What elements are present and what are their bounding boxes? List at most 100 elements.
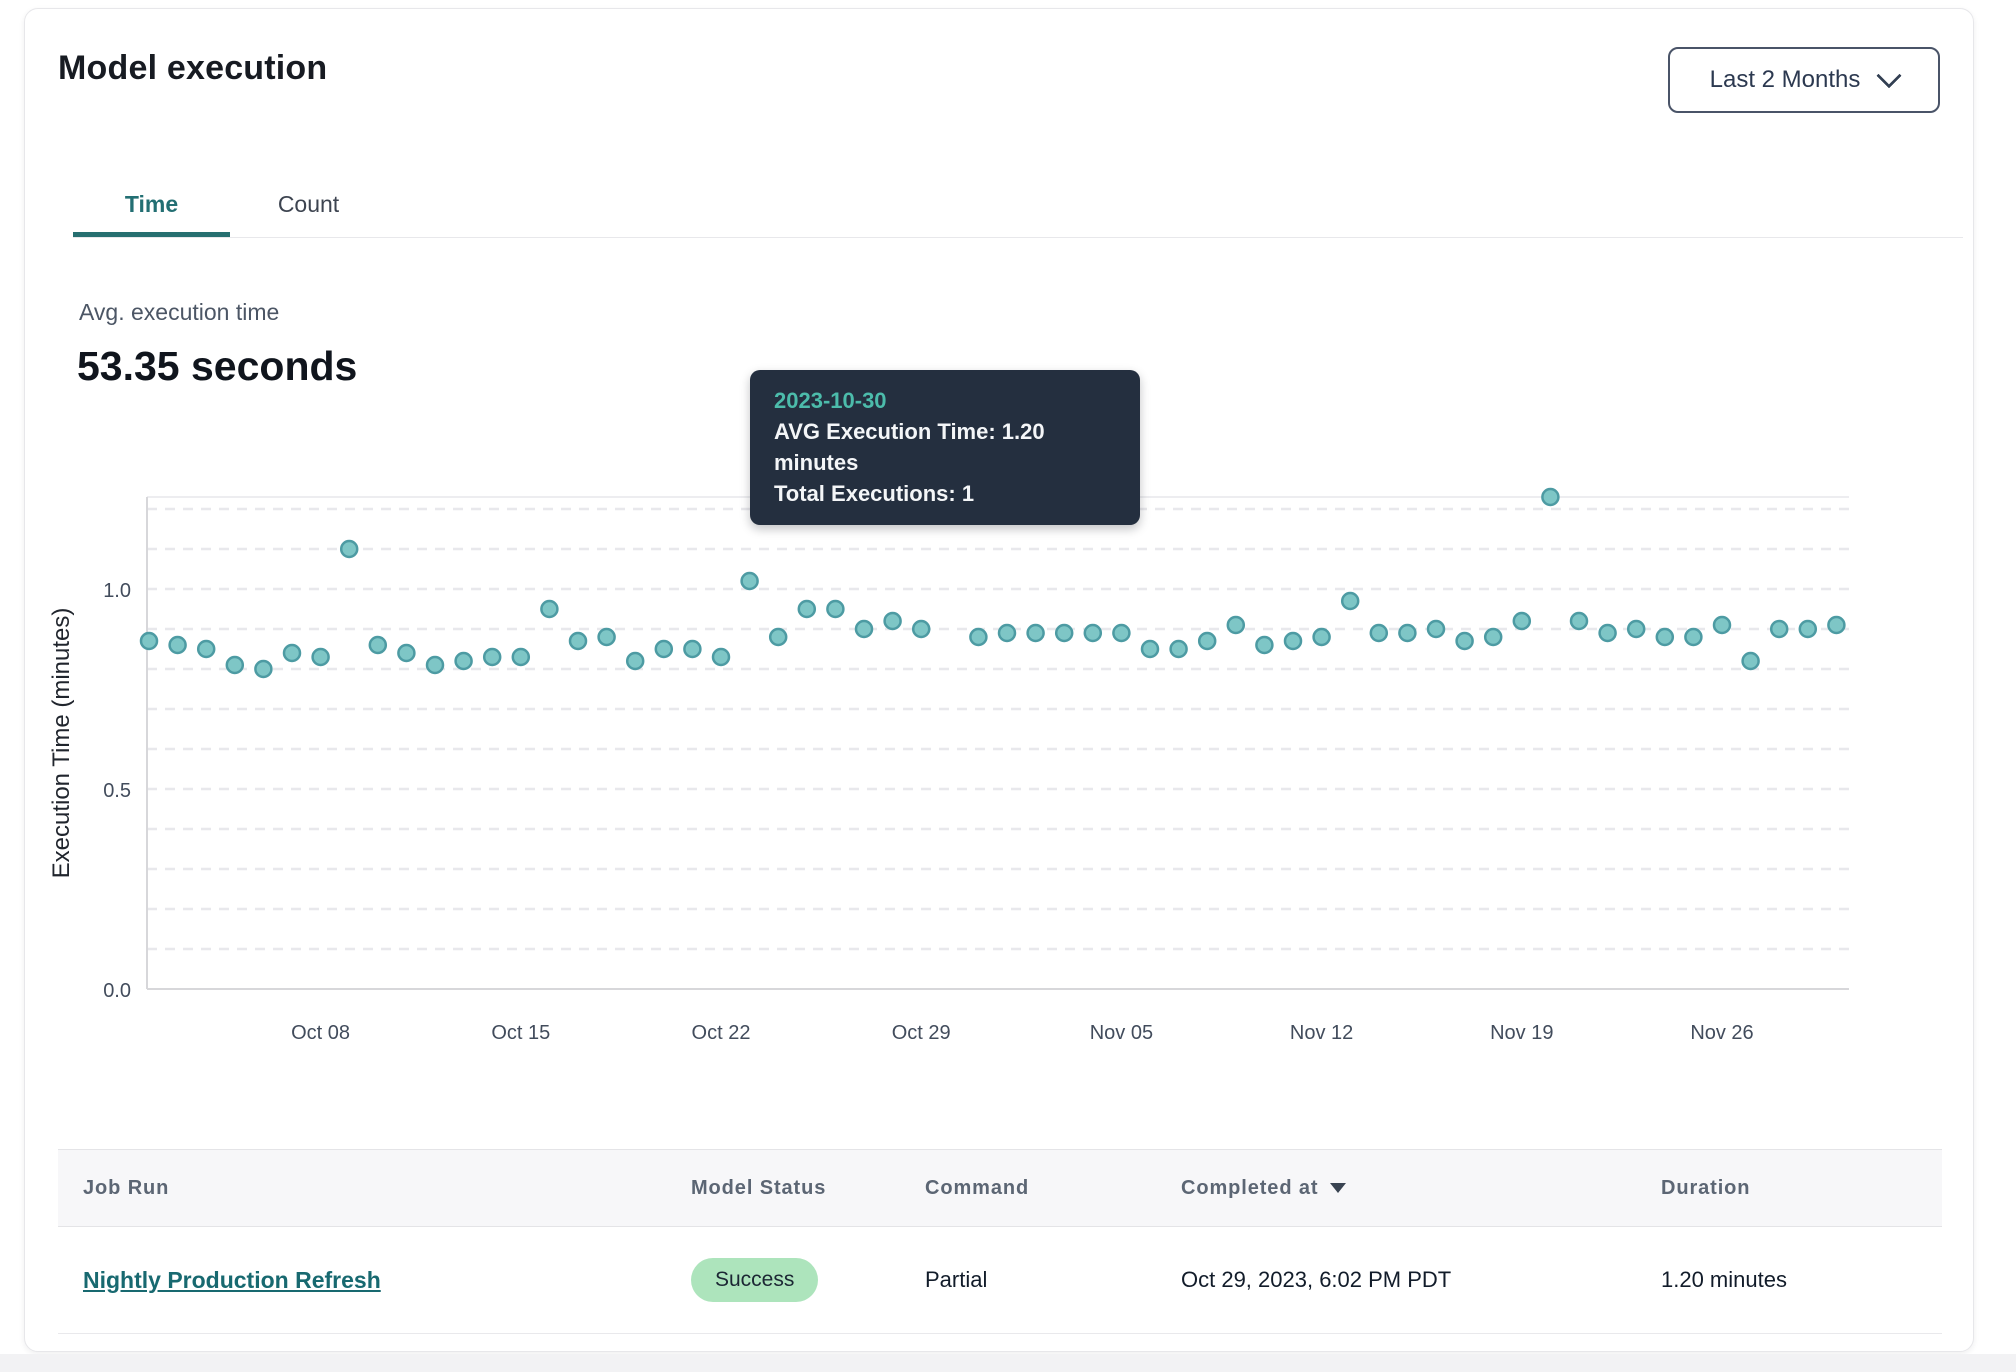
column-header-duration[interactable]: Duration bbox=[1661, 1176, 1751, 1199]
data-point[interactable] bbox=[196, 639, 216, 659]
y-tick-label: 1.0 bbox=[103, 580, 131, 602]
data-point[interactable] bbox=[425, 655, 445, 675]
data-point[interactable] bbox=[1684, 627, 1703, 647]
data-point[interactable] bbox=[683, 639, 702, 659]
data-point[interactable] bbox=[1398, 623, 1417, 643]
command-cell: Partial bbox=[925, 1267, 988, 1292]
data-point[interactable] bbox=[1512, 611, 1532, 631]
column-header-job-run[interactable]: Job Run bbox=[83, 1176, 170, 1199]
data-point[interactable] bbox=[654, 639, 674, 659]
data-point[interactable] bbox=[1541, 487, 1560, 507]
x-tick-label: Oct 22 bbox=[692, 1022, 751, 1044]
data-point[interactable] bbox=[826, 599, 845, 619]
data-point[interactable] bbox=[597, 627, 616, 647]
data-point[interactable] bbox=[1340, 591, 1360, 611]
data-point[interactable] bbox=[482, 647, 502, 667]
data-point[interactable] bbox=[1169, 639, 1188, 659]
data-point[interactable] bbox=[368, 635, 388, 655]
data-point[interactable] bbox=[1769, 619, 1789, 639]
data-point[interactable] bbox=[997, 623, 1017, 643]
chart-tabs: Time Count bbox=[73, 179, 1963, 238]
status-badge: Success bbox=[691, 1258, 819, 1302]
chart-tooltip: 2023-10-30 AVG Execution Time: 1.20 minu… bbox=[750, 370, 1140, 525]
job-run-link[interactable]: Nightly Production Refresh bbox=[83, 1266, 381, 1293]
completed-at-cell: Oct 29, 2023, 6:02 PM PDT bbox=[1181, 1267, 1452, 1292]
data-point[interactable] bbox=[1054, 623, 1074, 643]
data-point[interactable] bbox=[911, 619, 931, 639]
data-point[interactable] bbox=[540, 599, 559, 619]
x-tick-label: Nov 26 bbox=[1690, 1022, 1753, 1044]
data-point[interactable] bbox=[883, 611, 902, 631]
data-point[interactable] bbox=[339, 539, 359, 559]
column-header-command[interactable]: Command bbox=[925, 1176, 1030, 1199]
page-background-strip bbox=[0, 1354, 2016, 1372]
date-range-selector[interactable]: Last 2 Months bbox=[1668, 47, 1940, 113]
data-point[interactable] bbox=[740, 571, 759, 591]
tooltip-total-executions: Total Executions: 1 bbox=[774, 481, 975, 506]
x-tick-label: Nov 12 bbox=[1290, 1022, 1353, 1044]
tab-count[interactable]: Count bbox=[277, 191, 340, 217]
page-title: Model execution bbox=[58, 49, 328, 87]
x-tick-label: Oct 29 bbox=[892, 1022, 951, 1044]
data-point[interactable] bbox=[969, 627, 988, 647]
data-point[interactable] bbox=[1083, 623, 1103, 643]
x-tick-label: Nov 05 bbox=[1090, 1022, 1153, 1044]
execution-time-chart: 0.0 0.5 1.0 Oct 08 Oct 15 Oct 22 Oct 29 Nov 05 N… bbox=[25, 461, 1975, 1073]
data-point[interactable] bbox=[1626, 619, 1646, 639]
data-point[interactable] bbox=[282, 643, 302, 663]
tooltip-date: 2023-10-30 bbox=[774, 388, 887, 413]
duration-cell: 1.20 minutes bbox=[1661, 1267, 1787, 1292]
x-tick-label: Oct 08 bbox=[291, 1022, 350, 1044]
y-tick-label: 0.5 bbox=[103, 780, 131, 802]
data-point[interactable] bbox=[1741, 651, 1760, 671]
avg-execution-time-value: 53.35 seconds bbox=[77, 343, 358, 389]
table-header-row: Job Run Model Status Command Completed a… bbox=[58, 1149, 1942, 1227]
column-header-model-status[interactable]: Model Status bbox=[691, 1176, 827, 1199]
date-range-label: Last 2 Months bbox=[1709, 66, 1861, 93]
data-point[interactable] bbox=[711, 647, 731, 667]
data-point[interactable] bbox=[1483, 627, 1503, 647]
data-point[interactable] bbox=[1712, 615, 1732, 635]
data-point[interactable] bbox=[225, 655, 245, 675]
execution-scatter-svg[interactable]: 0.0 0.5 1.0 Oct 08 Oct 15 Oct 22 Oct 29 Nov 05 N… bbox=[25, 461, 1975, 1073]
y-axis-title: Execution Time (minutes) bbox=[48, 608, 75, 879]
sort-descending-icon bbox=[1330, 1183, 1347, 1193]
data-point[interactable] bbox=[454, 651, 473, 671]
tooltip-avg-execution-time: AVG Execution Time: 1.20 minutes bbox=[774, 419, 1045, 475]
data-point[interactable] bbox=[1655, 627, 1675, 647]
data-point[interactable] bbox=[1369, 623, 1389, 643]
data-point[interactable] bbox=[511, 647, 531, 667]
column-header-completed-at[interactable]: Completed at bbox=[1156, 1177, 1636, 1200]
data-point[interactable] bbox=[1026, 623, 1045, 643]
data-point[interactable] bbox=[625, 651, 645, 671]
data-point[interactable] bbox=[1140, 639, 1160, 659]
data-point[interactable] bbox=[568, 631, 588, 651]
job-runs-table: Job Run Model Status Command Completed a… bbox=[58, 1149, 1942, 1334]
data-point[interactable] bbox=[797, 599, 817, 619]
table-row: Nightly Production Refresh Success Parti… bbox=[58, 1227, 1942, 1334]
data-point[interactable] bbox=[1283, 631, 1303, 651]
data-point[interactable] bbox=[1598, 623, 1617, 643]
data-point[interactable] bbox=[1827, 615, 1846, 635]
data-point[interactable] bbox=[1255, 635, 1274, 655]
x-tick-label: Oct 15 bbox=[491, 1022, 550, 1044]
data-point[interactable] bbox=[1426, 619, 1446, 639]
data-point[interactable] bbox=[254, 659, 273, 679]
chevron-down-icon bbox=[1876, 63, 1903, 89]
x-tick-label: Nov 19 bbox=[1490, 1022, 1553, 1044]
y-tick-label: 0.0 bbox=[103, 980, 131, 1002]
data-point[interactable] bbox=[1312, 627, 1331, 647]
data-point[interactable] bbox=[168, 635, 187, 655]
data-point[interactable] bbox=[1226, 615, 1246, 635]
data-point[interactable] bbox=[1569, 611, 1589, 631]
data-point[interactable] bbox=[768, 627, 788, 647]
data-point[interactable] bbox=[1197, 631, 1217, 651]
data-point[interactable] bbox=[1798, 619, 1818, 639]
tab-time[interactable]: Time bbox=[73, 179, 230, 237]
data-point[interactable] bbox=[139, 631, 159, 651]
data-point[interactable] bbox=[854, 619, 874, 639]
data-point[interactable] bbox=[1112, 623, 1131, 643]
data-point[interactable] bbox=[397, 643, 416, 663]
data-point[interactable] bbox=[311, 647, 330, 667]
data-point[interactable] bbox=[1455, 631, 1474, 651]
